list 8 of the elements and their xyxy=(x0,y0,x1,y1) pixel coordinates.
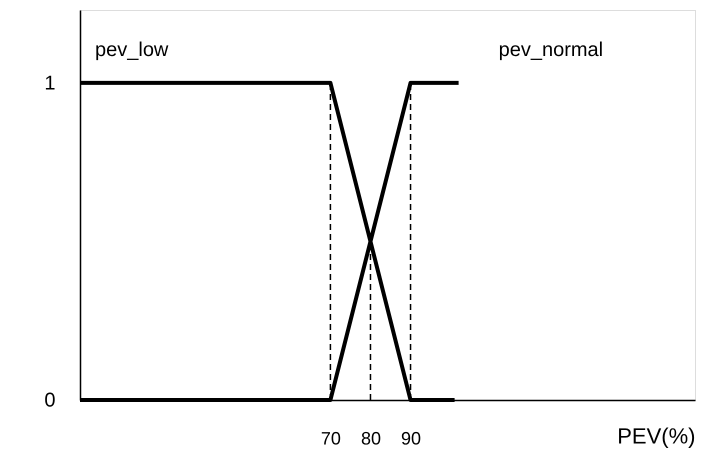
y-tick-label: 1 xyxy=(44,72,56,94)
x-axis-title: PEV(%) xyxy=(617,424,696,448)
series-label: pev_low xyxy=(95,38,169,61)
x-tick-label: 70 xyxy=(320,428,341,448)
text: pev_normal xyxy=(498,38,604,61)
x-tick-label: 90 xyxy=(401,428,422,448)
x-tick-label: 80 xyxy=(360,428,381,448)
y-tick-label: 0 xyxy=(44,390,56,412)
